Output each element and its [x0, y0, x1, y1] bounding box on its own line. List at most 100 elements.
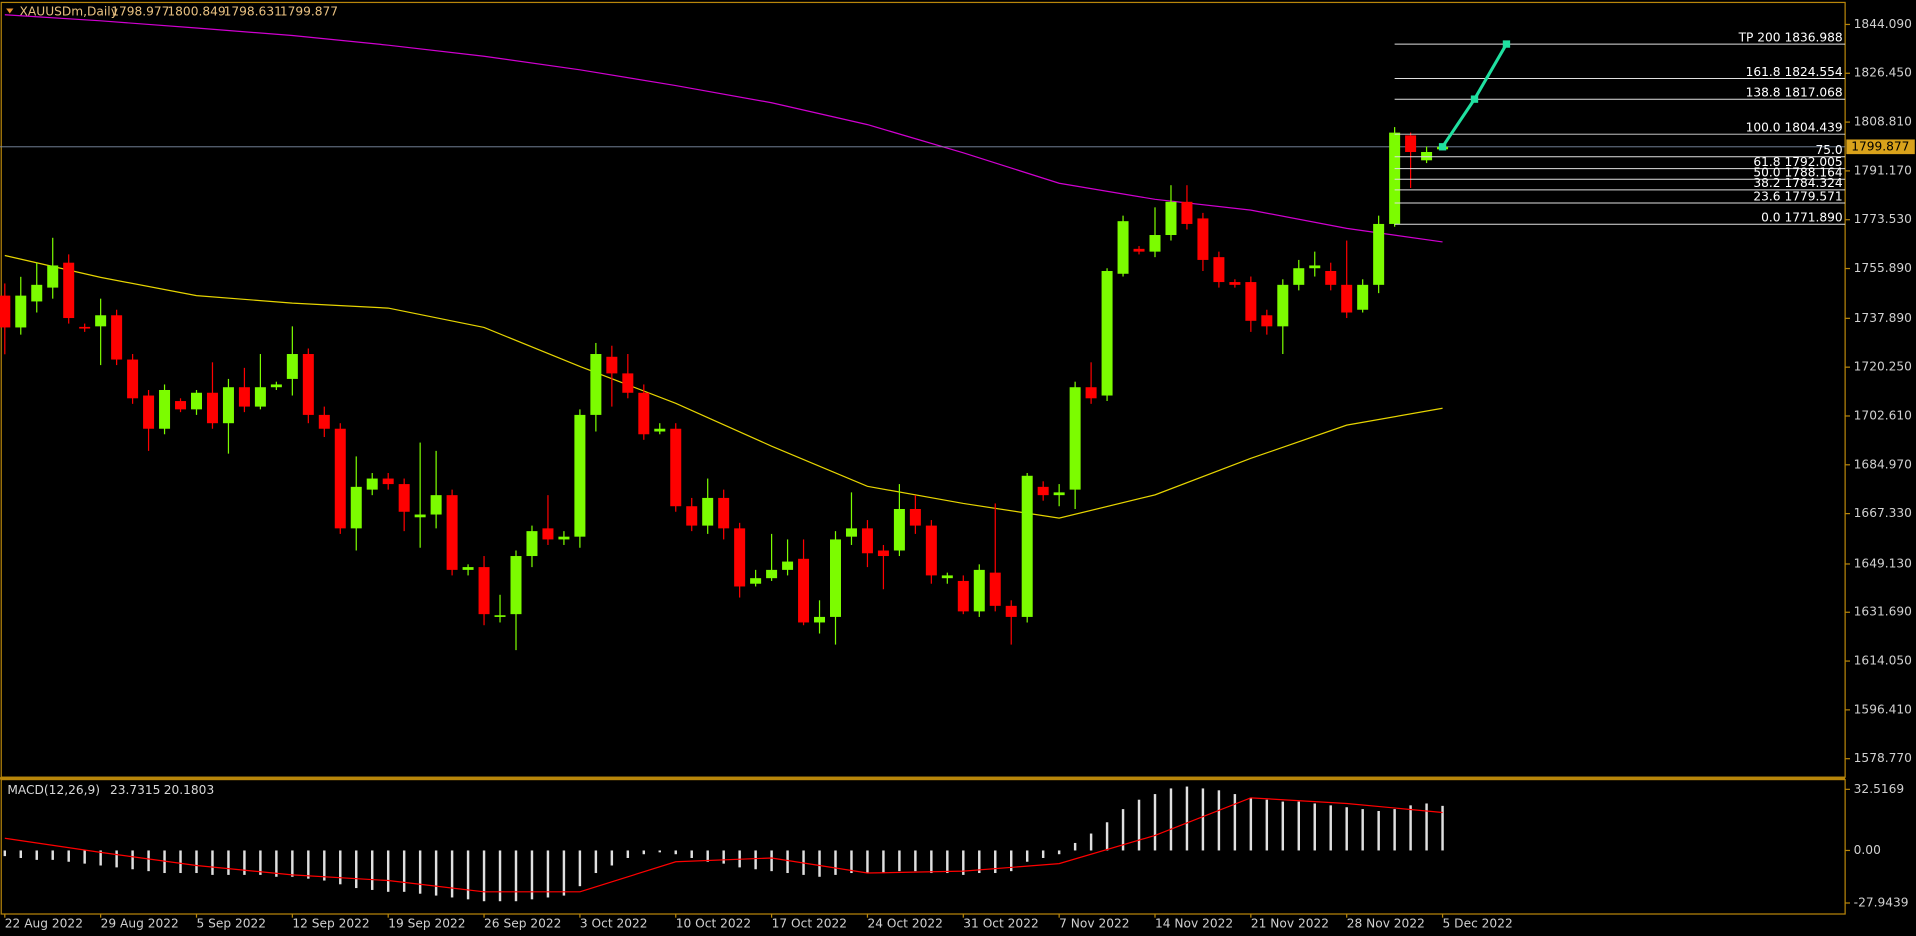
candle-body — [718, 497, 730, 529]
candle-body — [222, 387, 234, 424]
candle-body — [1085, 387, 1097, 399]
y-tick-label: 1791.170 — [1854, 163, 1912, 177]
candle-body — [1341, 284, 1353, 313]
candle-body — [15, 295, 27, 328]
candle-body — [159, 389, 171, 429]
candle-body — [206, 392, 218, 424]
candle-body — [446, 495, 458, 570]
y-tick-label: 1649.130 — [1854, 556, 1912, 570]
x-tick-label: 29 Aug 2022 — [101, 916, 179, 930]
candle-body — [1309, 265, 1321, 269]
y-tick-label: 1826.450 — [1854, 66, 1912, 80]
candle-body — [877, 550, 889, 557]
candle-body — [622, 373, 634, 393]
candle-body — [175, 401, 187, 410]
y2-tick-label: -27.9439 — [1854, 895, 1909, 909]
y-tick-label: 1631.690 — [1854, 605, 1912, 619]
candle-body — [95, 315, 107, 327]
candle-body — [606, 356, 618, 374]
candle-body — [1325, 270, 1337, 285]
candle-body — [318, 414, 330, 429]
x-tick-label: 10 Oct 2022 — [676, 916, 751, 930]
y-tick-label: 1737.890 — [1854, 311, 1912, 325]
fib-label: 75.0 — [1816, 143, 1843, 157]
x-tick-label: 21 Nov 2022 — [1251, 916, 1329, 930]
candle-body — [1277, 284, 1289, 327]
candle-body — [590, 354, 602, 415]
fib-label: 138.8 1817.068 — [1746, 86, 1843, 100]
candle-body — [830, 539, 841, 617]
price-tag — [1846, 139, 1915, 155]
candle-body — [734, 528, 746, 587]
candle-body — [542, 528, 554, 540]
candle-body — [814, 616, 826, 623]
candle-body — [190, 392, 202, 410]
candle-body — [861, 528, 873, 554]
x-tick-label: 28 Nov 2022 — [1347, 916, 1425, 930]
y-tick-label: 1773.530 — [1854, 212, 1912, 226]
macd-signal — [4, 797, 1443, 893]
candle-body — [1165, 201, 1177, 236]
candle-body — [238, 387, 250, 407]
candle-body — [1405, 135, 1417, 152]
macd-value: 23.7315 — [110, 783, 160, 797]
candle-body — [398, 484, 410, 512]
candle-body — [526, 531, 538, 557]
x-tick-label: 31 Oct 2022 — [963, 916, 1038, 930]
candle-body — [1389, 132, 1401, 224]
fib-label: 0.0 1771.890 — [1761, 211, 1843, 225]
y-tick-label: 1844.090 — [1854, 17, 1912, 31]
candle-body — [414, 514, 426, 518]
macd-signal-value: 20.1803 — [164, 783, 214, 797]
candle-body — [1101, 270, 1113, 396]
candle-body — [638, 392, 650, 435]
y-tick-label: 1808.810 — [1854, 115, 1912, 129]
candle-body — [1421, 151, 1433, 161]
candle-body — [478, 567, 490, 615]
candle-body — [1037, 486, 1049, 496]
candle-body — [1021, 475, 1033, 617]
candle-body — [845, 528, 857, 537]
candle-body — [270, 384, 282, 388]
candle-body — [462, 567, 474, 570]
candle-body — [1213, 257, 1225, 283]
header-low: 1798.631 — [224, 5, 282, 19]
candle-body — [1005, 605, 1017, 617]
y-tick-label: 1614.050 — [1854, 654, 1912, 668]
candle-body — [925, 525, 937, 576]
candle-body — [334, 428, 346, 529]
candle-body — [127, 359, 139, 399]
candle-body — [47, 265, 59, 288]
candle-body — [63, 262, 75, 319]
x-tick-label: 17 Oct 2022 — [772, 916, 847, 930]
candle-body — [350, 486, 362, 529]
x-tick-label: 22 Aug 2022 — [5, 916, 83, 930]
header-high: 1800.849 — [167, 5, 225, 19]
candle-body — [1069, 387, 1081, 490]
candle-body — [798, 558, 810, 623]
candle-body — [430, 495, 442, 515]
x-tick-label: 19 Sep 2022 — [388, 916, 465, 930]
candle-body — [366, 478, 378, 490]
y-tick-label: 1578.770 — [1854, 751, 1912, 765]
candle-body — [973, 569, 985, 612]
moving-average — [4, 254, 1443, 519]
candle-body — [654, 428, 666, 432]
projection-point — [1470, 95, 1479, 103]
candle-body — [1229, 282, 1241, 285]
y-tick-label: 1755.890 — [1854, 261, 1912, 275]
fib-label: 50.0 1788.164 — [1753, 166, 1843, 180]
candle-body — [1133, 248, 1145, 252]
candle-body — [1149, 235, 1161, 252]
candle-body — [382, 478, 394, 485]
candle-body — [302, 354, 314, 415]
y-tick-label: 1596.410 — [1854, 702, 1912, 716]
candle-body — [286, 354, 298, 379]
candle-body — [494, 615, 506, 617]
candle-body — [1373, 223, 1385, 285]
candle-body — [702, 497, 714, 526]
x-tick-label: 12 Sep 2022 — [292, 916, 369, 930]
projection-point — [1502, 40, 1511, 48]
